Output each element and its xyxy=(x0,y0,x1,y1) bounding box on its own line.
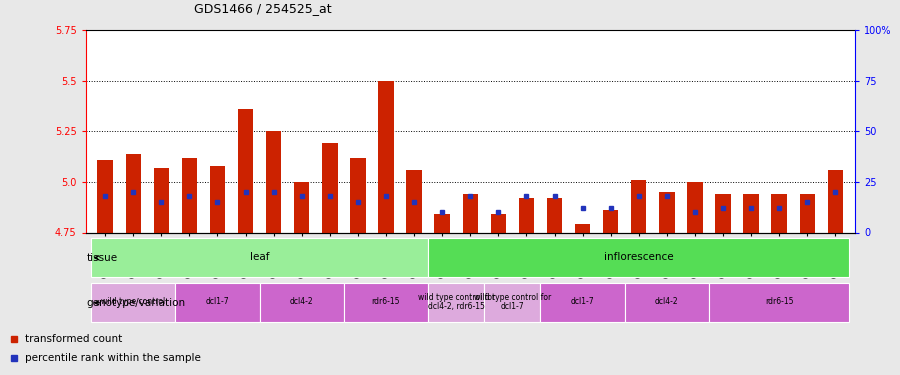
Text: rdr6-15: rdr6-15 xyxy=(372,297,400,306)
Bar xyxy=(828,170,843,232)
Bar xyxy=(625,284,709,322)
Bar xyxy=(294,182,310,232)
Bar xyxy=(575,224,590,232)
Bar xyxy=(407,170,422,232)
Text: dcl1-7: dcl1-7 xyxy=(571,297,594,306)
Bar xyxy=(541,284,625,322)
Bar xyxy=(322,143,338,232)
Bar xyxy=(435,214,450,232)
Bar xyxy=(518,198,534,232)
Bar xyxy=(771,194,787,232)
Text: wild type control for
dcl4-2, rdr6-15: wild type control for dcl4-2, rdr6-15 xyxy=(418,292,495,311)
Bar xyxy=(743,194,759,232)
Bar xyxy=(659,192,675,232)
Bar xyxy=(547,198,562,232)
Bar xyxy=(484,284,541,322)
Bar xyxy=(238,109,253,232)
Text: dcl4-2: dcl4-2 xyxy=(655,297,679,306)
Bar xyxy=(350,158,365,232)
Bar xyxy=(716,194,731,232)
Text: dcl4-2: dcl4-2 xyxy=(290,297,313,306)
Bar xyxy=(378,81,393,232)
Bar xyxy=(603,210,618,232)
Bar xyxy=(266,131,282,232)
Bar xyxy=(491,214,506,232)
Text: tissue: tissue xyxy=(86,253,118,263)
Bar xyxy=(97,160,112,232)
Text: percentile rank within the sample: percentile rank within the sample xyxy=(25,353,201,363)
Bar xyxy=(91,238,428,277)
Text: inflorescence: inflorescence xyxy=(604,252,673,262)
Bar xyxy=(210,166,225,232)
Bar xyxy=(688,182,703,232)
Bar xyxy=(428,238,850,277)
Bar xyxy=(631,180,646,232)
Bar xyxy=(259,284,344,322)
Text: dcl1-7: dcl1-7 xyxy=(206,297,230,306)
Bar xyxy=(344,284,428,322)
Bar xyxy=(182,158,197,232)
Text: genotype/variation: genotype/variation xyxy=(86,298,185,308)
Bar xyxy=(154,168,169,232)
Text: wild type control for
dcl1-7: wild type control for dcl1-7 xyxy=(473,292,551,311)
Text: wild type control: wild type control xyxy=(101,297,166,306)
Text: rdr6-15: rdr6-15 xyxy=(765,297,794,306)
Bar xyxy=(428,284,484,322)
Bar xyxy=(91,284,176,322)
Text: transformed count: transformed count xyxy=(25,334,122,344)
Bar xyxy=(176,284,259,322)
Bar xyxy=(709,284,850,322)
Text: GDS1466 / 254525_at: GDS1466 / 254525_at xyxy=(194,2,331,15)
Bar xyxy=(799,194,815,232)
Text: leaf: leaf xyxy=(250,252,269,262)
Bar xyxy=(463,194,478,232)
Bar xyxy=(125,153,141,232)
